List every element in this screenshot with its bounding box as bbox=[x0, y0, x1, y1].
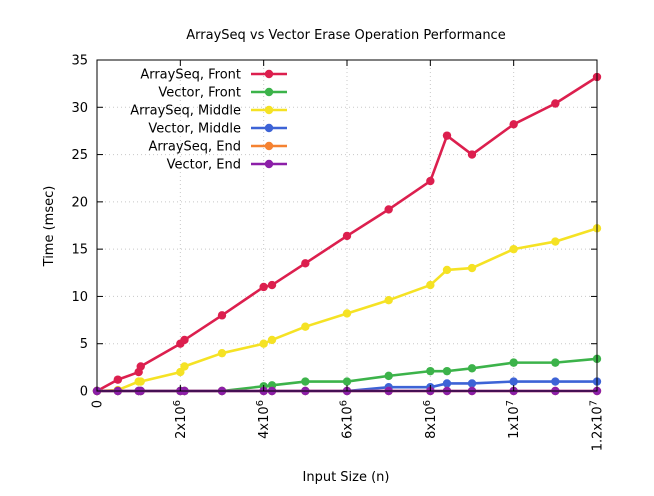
legend-swatch-point bbox=[264, 69, 274, 79]
legend-label: ArraySeq, End bbox=[149, 140, 242, 155]
legend-swatch-point bbox=[264, 105, 274, 115]
data-point bbox=[267, 335, 277, 345]
y-tick-label: 20 bbox=[71, 195, 88, 210]
data-point bbox=[342, 309, 352, 318]
data-point bbox=[426, 280, 435, 290]
y-tick-label: 0 bbox=[80, 385, 88, 400]
legend-label: Vector, Middle bbox=[148, 122, 241, 137]
x-tick-label: 6x106 bbox=[339, 400, 356, 439]
y-tick-label: 5 bbox=[80, 337, 88, 352]
x-tick-label: 0 bbox=[91, 400, 106, 408]
data-point bbox=[467, 263, 477, 273]
data-point bbox=[467, 150, 477, 159]
legend-swatch-point bbox=[264, 123, 274, 133]
legend: ArraySeq, Front Vector, Front ArraySeq, Mi… bbox=[130, 68, 287, 173]
data-point bbox=[301, 322, 310, 331]
data-point bbox=[467, 379, 477, 388]
data-point bbox=[551, 377, 560, 386]
data-point bbox=[551, 358, 560, 367]
y-tick-label: 35 bbox=[71, 54, 88, 69]
data-point bbox=[426, 366, 435, 376]
data-point bbox=[384, 296, 393, 305]
y-axis-title: Time (msec) bbox=[42, 186, 57, 268]
data-point bbox=[509, 358, 518, 367]
axis-ticks bbox=[96, 59, 598, 392]
data-point bbox=[442, 366, 452, 376]
data-point bbox=[113, 375, 123, 384]
data-point bbox=[442, 131, 452, 140]
data-point bbox=[180, 362, 189, 371]
data-point bbox=[442, 265, 452, 275]
data-point bbox=[342, 231, 352, 241]
data-point bbox=[384, 371, 393, 381]
data-point bbox=[259, 339, 268, 348]
series-points bbox=[92, 72, 602, 396]
data-point bbox=[301, 259, 310, 268]
legend-swatch-point bbox=[264, 87, 274, 97]
data-point bbox=[136, 377, 145, 386]
y-tick-label: 30 bbox=[71, 101, 88, 116]
data-point bbox=[342, 377, 352, 386]
data-point bbox=[136, 362, 145, 371]
x-tick-label: 1x107 bbox=[505, 400, 522, 439]
x-tick-labels: 0 2x106 4x106 6x106 8x106 1x107 1.2x107 bbox=[91, 400, 606, 451]
data-point bbox=[426, 176, 435, 186]
x-axis-title: Input Size (n) bbox=[303, 470, 390, 485]
data-point bbox=[259, 282, 268, 292]
data-point bbox=[551, 99, 560, 108]
legend-label: Vector, Front bbox=[158, 86, 241, 101]
data-point bbox=[509, 244, 518, 254]
x-tick-label: 8x106 bbox=[422, 400, 439, 439]
y-tick-labels: 0 5 10 15 20 25 30 35 bbox=[71, 54, 88, 400]
legend-label: ArraySeq, Middle bbox=[130, 104, 241, 119]
data-point bbox=[301, 377, 310, 386]
data-point bbox=[509, 377, 518, 386]
x-tick-label: 1.2x107 bbox=[589, 400, 606, 451]
y-tick-label: 25 bbox=[71, 148, 88, 163]
y-tick-label: 10 bbox=[71, 290, 88, 305]
chart-title: ArraySeq vs Vector Erase Operation Perfo… bbox=[186, 28, 505, 43]
data-point bbox=[442, 379, 452, 388]
data-point bbox=[267, 280, 277, 290]
data-point bbox=[384, 205, 393, 214]
y-tick-label: 15 bbox=[71, 243, 88, 258]
legend-label: ArraySeq, Front bbox=[140, 68, 241, 83]
data-point bbox=[217, 311, 227, 320]
data-point bbox=[551, 237, 560, 246]
legend-swatch-point bbox=[264, 141, 274, 151]
data-point bbox=[467, 364, 477, 373]
x-tick-label: 2x106 bbox=[172, 400, 189, 439]
legend-swatch-point bbox=[264, 159, 274, 169]
x-tick-label: 4x106 bbox=[255, 400, 272, 439]
legend-label: Vector, End bbox=[167, 158, 241, 173]
data-point bbox=[180, 335, 189, 345]
data-point bbox=[217, 348, 227, 358]
data-point bbox=[509, 120, 518, 129]
